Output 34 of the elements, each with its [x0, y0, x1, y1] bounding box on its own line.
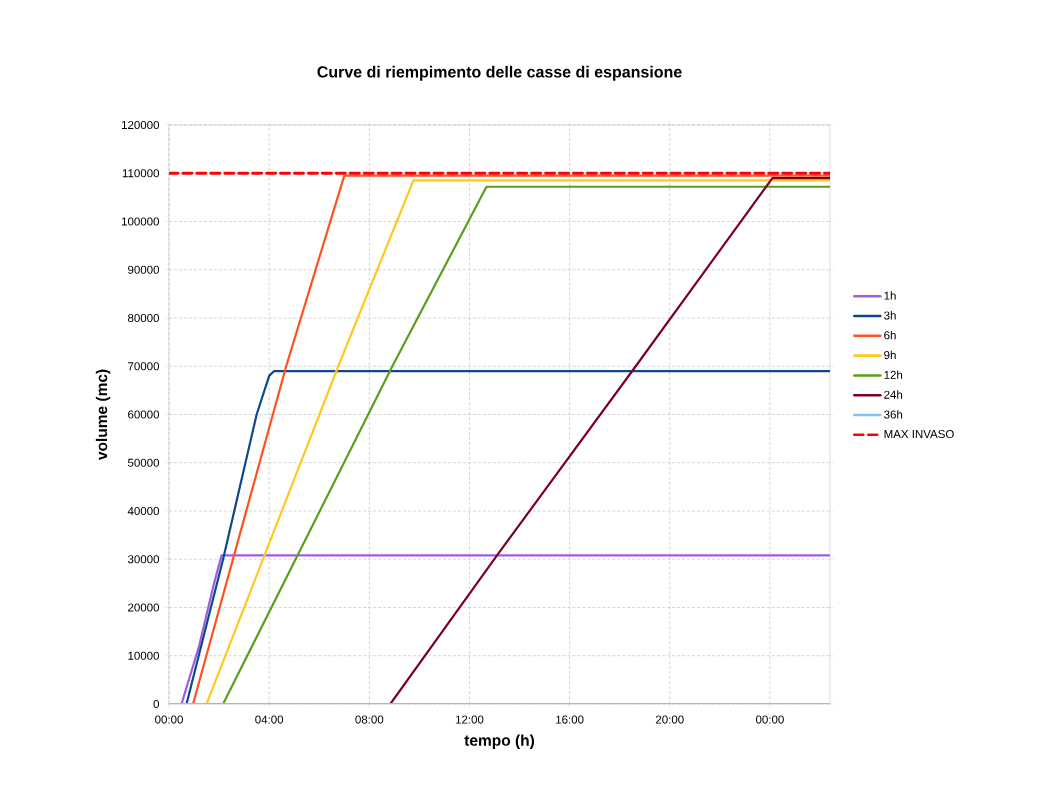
x-tick-label: 20:00 [655, 715, 684, 724]
line-series [180, 554, 831, 704]
line-series [389, 176, 831, 704]
x-tick-label: 08:00 [355, 715, 384, 724]
x-tick-label: 00:00 [155, 715, 183, 724]
legend-label: 1h [884, 291, 896, 300]
legend-label: 12h [884, 370, 903, 379]
y-tick-label: 20000 [128, 603, 160, 612]
chart-title: Curve di riempimento delle casse di espansione [317, 65, 682, 81]
y-tick-label: 100000 [121, 217, 160, 226]
y-tick-label: 120000 [121, 120, 160, 130]
y-axis-title: volume (mc) [95, 369, 111, 461]
x-tick-label: 16:00 [556, 715, 584, 724]
x-tick-label: 00:00 [755, 715, 784, 724]
y-tick-label: 60000 [128, 410, 160, 419]
legend-label: 24h [884, 390, 903, 399]
legend-label: 6h [884, 330, 896, 340]
y-tick-label: 40000 [127, 506, 160, 516]
x-axis-title: tempo (h) [464, 734, 535, 749]
y-tick-label: 90000 [128, 265, 160, 274]
y-tick-label: 80000 [128, 313, 160, 323]
line-series [185, 369, 831, 704]
y-tick-label: 10000 [128, 651, 160, 660]
legend-label: 36h [884, 410, 903, 419]
legend-label: 9h [884, 350, 896, 360]
y-tick-label: 50000 [127, 458, 160, 467]
legend-label: 3h [884, 311, 896, 320]
y-tick-label: 110000 [122, 169, 160, 178]
y-tick-label: 30000 [127, 555, 160, 564]
x-tick-label: 12:00 [455, 715, 484, 724]
x-tick-label: 04:00 [255, 715, 284, 724]
y-tick-label: 70000 [128, 362, 160, 371]
legend-label: MAX INVASO [884, 429, 954, 439]
y-tick-label: 0 [153, 699, 160, 709]
